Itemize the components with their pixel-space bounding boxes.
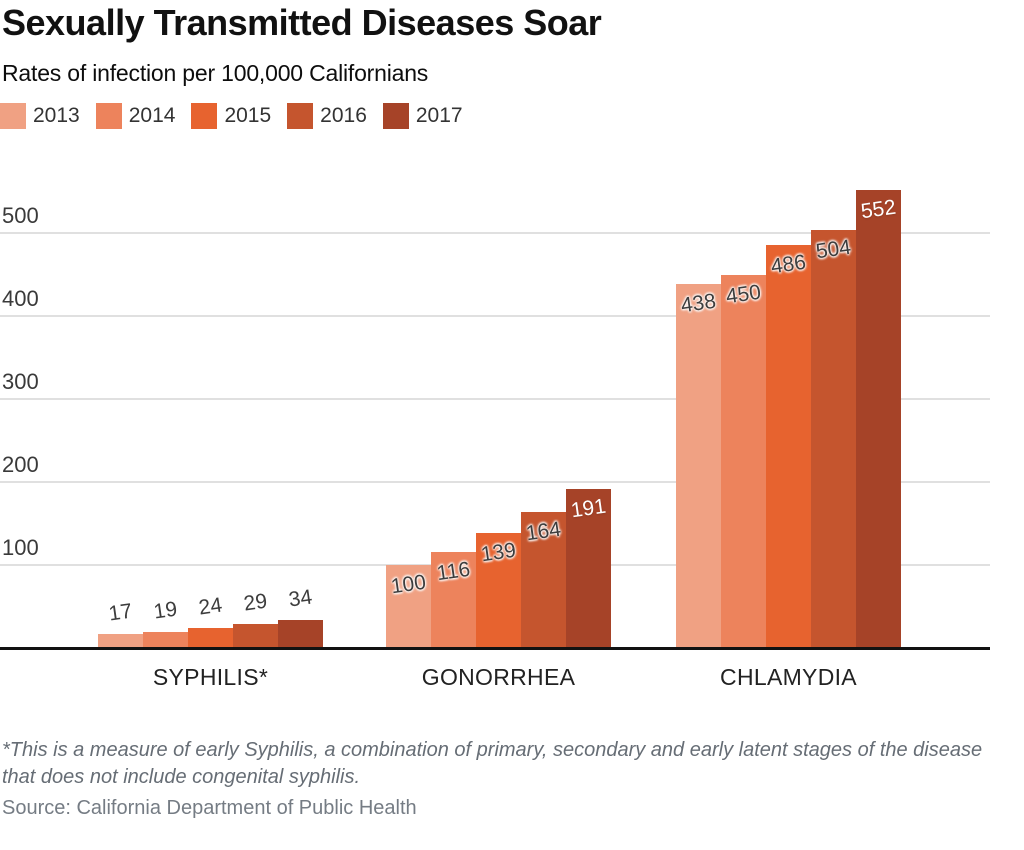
page-title: Sexually Transmitted Diseases Soar bbox=[2, 2, 602, 43]
legend-item-2014: 2014 bbox=[95, 103, 176, 129]
bar-2013-chlamydia bbox=[676, 284, 721, 648]
source-line: Source: California Department of Public … bbox=[2, 797, 417, 819]
legend-label: 2013 bbox=[33, 104, 80, 127]
gridline-300 bbox=[0, 398, 990, 400]
bar-2017-gonorrhea bbox=[566, 489, 611, 648]
bar-value-label: 34 bbox=[287, 585, 314, 612]
legend-swatch-2013 bbox=[0, 103, 26, 129]
bar-2017-chlamydia bbox=[856, 189, 901, 648]
y-axis-tick-label: 300 bbox=[2, 369, 39, 394]
chart-subtitle: Rates of infection per 100,000 Californi… bbox=[2, 60, 429, 86]
plot-area: 100 200 300 400 500 17 19 24 29 34 SYPHILIS* 100 116… bbox=[0, 160, 1024, 700]
gridline-400 bbox=[0, 315, 990, 317]
category-label-syphilis: SYPHILIS* bbox=[152, 664, 269, 690]
bar-2014-chlamydia bbox=[721, 274, 766, 648]
legend-item-2016: 2016 bbox=[287, 103, 367, 129]
bar-2013-gonorrhea bbox=[386, 565, 431, 648]
footnote: *This is a measure of early Syphilis, a … bbox=[2, 739, 983, 788]
bar-2014-syphilis bbox=[143, 632, 188, 648]
legend-swatch-2015 bbox=[191, 103, 218, 129]
y-axis-tick-label: 500 bbox=[2, 203, 39, 228]
bar-2015-chlamydia bbox=[766, 244, 811, 648]
gridline-500 bbox=[0, 232, 990, 234]
legend-label: 2016 bbox=[320, 104, 367, 127]
bar-2014-gonorrhea bbox=[431, 551, 476, 648]
category-label-gonorrhea: GONORRHEA bbox=[421, 664, 576, 690]
bar-2015-gonorrhea bbox=[476, 532, 521, 648]
gridline-200 bbox=[0, 481, 990, 483]
bar-2013-syphilis bbox=[98, 633, 143, 648]
y-axis-tick-label: 400 bbox=[2, 286, 39, 311]
bar-2016-gonorrhea bbox=[521, 511, 566, 648]
legend-item-2015: 2015 bbox=[191, 103, 271, 129]
legend-label: 2015 bbox=[224, 104, 272, 127]
bar-value-label: 17 bbox=[107, 599, 134, 626]
legend: 2013 2014 2015 2016 2017 bbox=[0, 103, 463, 129]
x-axis-line bbox=[0, 647, 990, 650]
legend-label: 2014 bbox=[128, 104, 176, 127]
bar-2016-chlamydia bbox=[811, 229, 856, 648]
bar-value-label: 24 bbox=[197, 593, 224, 620]
legend-label: 2017 bbox=[415, 104, 463, 127]
y-axis-tick-label: 100 bbox=[2, 535, 39, 560]
bar-value-label: 29 bbox=[242, 589, 269, 616]
legend-item-2017: 2017 bbox=[382, 103, 463, 129]
legend-item-2013: 2013 bbox=[0, 103, 80, 129]
legend-swatch-2017 bbox=[382, 103, 409, 129]
legend-swatch-2016 bbox=[287, 103, 314, 129]
bar-value-label: 19 bbox=[152, 597, 179, 624]
category-label-chlamydia: CHLAMYDIA bbox=[720, 664, 857, 690]
bar-2015-syphilis bbox=[188, 628, 233, 648]
y-axis-tick-label: 200 bbox=[2, 452, 39, 477]
bar-2017-syphilis bbox=[278, 619, 323, 648]
bar-2016-syphilis bbox=[233, 623, 278, 648]
legend-swatch-2014 bbox=[95, 103, 122, 129]
